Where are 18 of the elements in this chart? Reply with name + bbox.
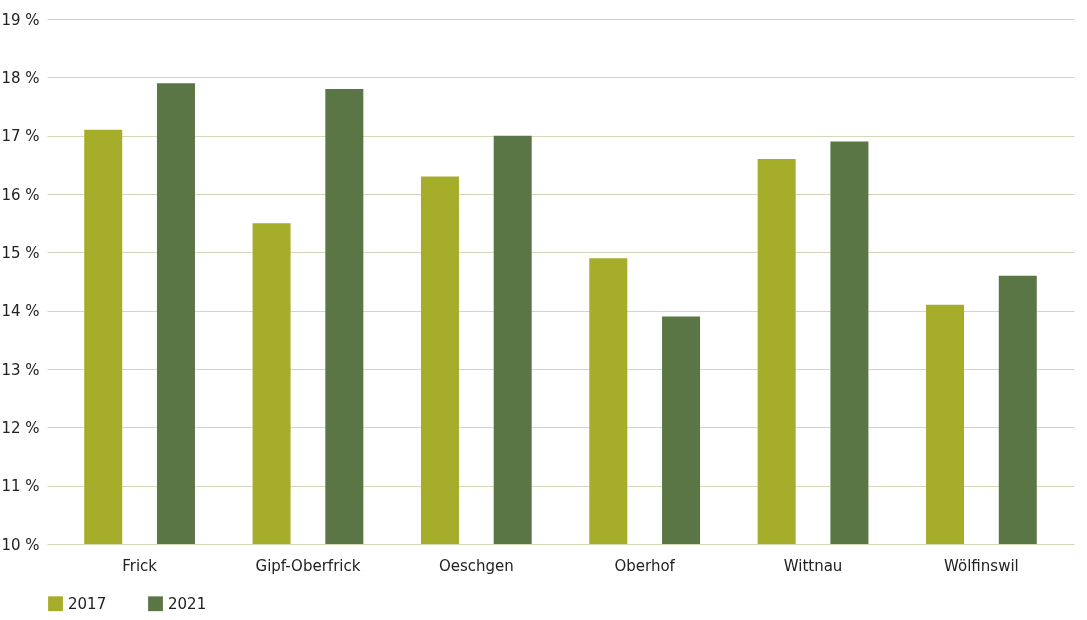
x-tick-label: Wölfinswil <box>944 556 1019 575</box>
y-tick-label: 17 % <box>1 127 40 146</box>
y-tick-label: 14 % <box>1 302 40 321</box>
legend-label: 2017 <box>68 594 107 613</box>
legend-label: 2021 <box>168 594 207 613</box>
x-tick-label: Wittnau <box>783 556 843 575</box>
x-tick-label: Frick <box>122 556 158 575</box>
y-tick-label: 11 % <box>1 477 40 496</box>
y-tick-label: 13 % <box>1 360 40 379</box>
x-tick-label: Oeschgen <box>438 556 514 575</box>
y-tick-label: 16 % <box>1 185 40 204</box>
y-tick-label: 18 % <box>1 68 40 87</box>
y-tick-label: 19 % <box>1 10 40 29</box>
y-tick-label: 12 % <box>1 418 40 437</box>
y-tick-label: 10 % <box>1 535 40 554</box>
y-tick-label: 15 % <box>1 243 40 262</box>
x-tick-label: Gipf-Oberfrick <box>255 556 361 575</box>
x-tick-label: Oberhof <box>614 556 676 575</box>
